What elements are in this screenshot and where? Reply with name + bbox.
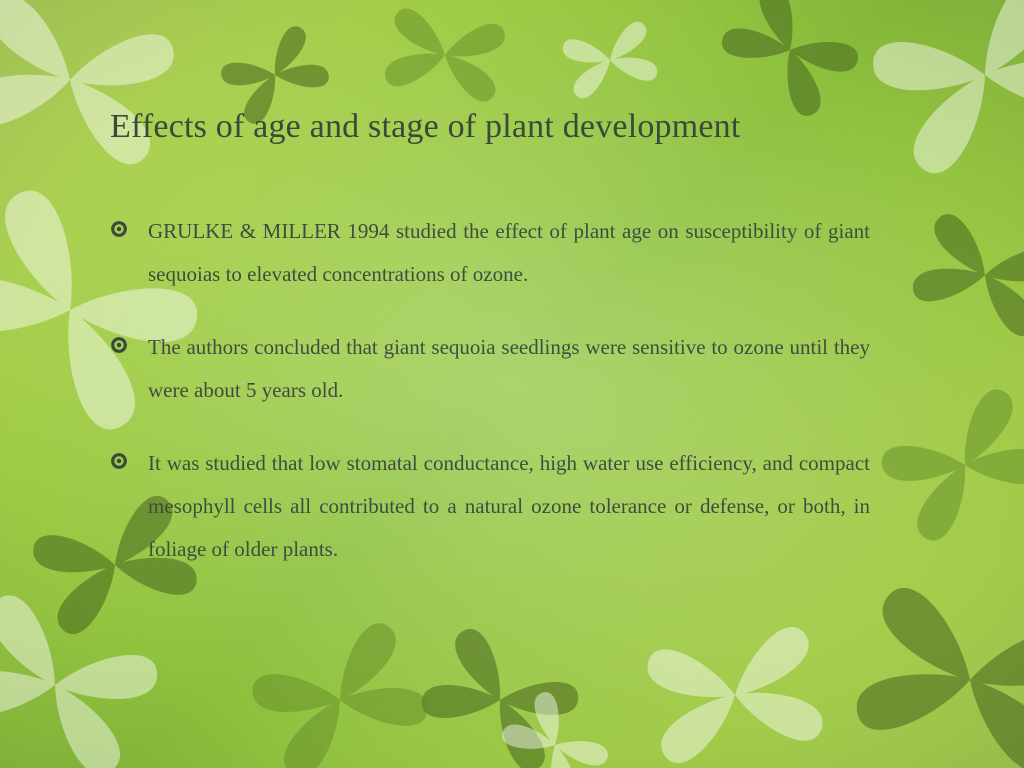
slide-title: Effects of age and stage of plant develo… [110, 108, 910, 146]
bullet-donut-icon [110, 220, 128, 238]
bullet-donut-icon [110, 336, 128, 354]
bullet-text: It was studied that low stomatal conduct… [148, 451, 870, 561]
butterfly-icon [549, 0, 671, 121]
bullet-text: GRULKE & MILLER 1994 studied the effect … [148, 219, 870, 286]
bullet-item: The authors concluded that giant sequoia… [110, 326, 870, 412]
butterfly-icon [625, 585, 845, 768]
butterfly-icon [477, 667, 633, 768]
butterfly-icon [391, 591, 610, 768]
bullet-text: The authors concluded that giant sequoia… [148, 335, 870, 402]
bullet-item: It was studied that low stomatal conduct… [110, 442, 870, 571]
slide-content: Effects of age and stage of plant develo… [110, 108, 910, 601]
butterfly-icon [220, 580, 459, 768]
bullet-donut-icon [110, 452, 128, 470]
bullet-item: GRULKE & MILLER 1994 studied the effect … [110, 210, 870, 296]
bullet-list: GRULKE & MILLER 1994 studied the effect … [110, 210, 870, 571]
